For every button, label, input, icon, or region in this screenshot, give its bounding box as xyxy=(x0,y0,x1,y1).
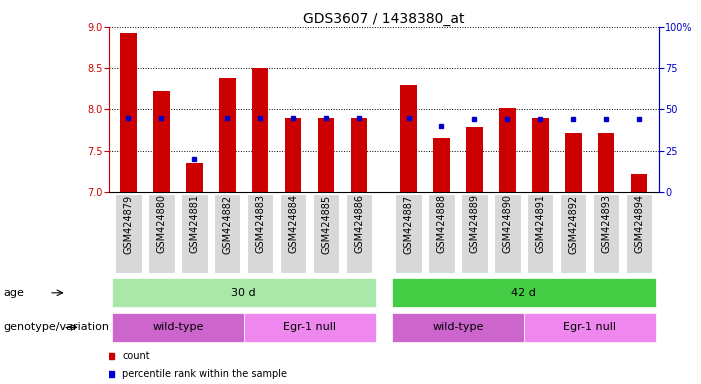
FancyBboxPatch shape xyxy=(247,194,273,273)
FancyBboxPatch shape xyxy=(313,194,339,273)
Bar xyxy=(318,118,334,192)
Bar xyxy=(466,127,483,192)
FancyBboxPatch shape xyxy=(181,194,207,273)
FancyBboxPatch shape xyxy=(280,194,306,273)
FancyBboxPatch shape xyxy=(494,194,521,273)
FancyBboxPatch shape xyxy=(560,194,587,273)
Bar xyxy=(532,118,549,192)
Bar xyxy=(631,174,648,192)
Text: GSM424893: GSM424893 xyxy=(601,194,611,253)
FancyBboxPatch shape xyxy=(148,194,175,273)
FancyBboxPatch shape xyxy=(244,313,376,342)
Text: 30 d: 30 d xyxy=(231,288,256,298)
Text: GSM424890: GSM424890 xyxy=(503,194,512,253)
Text: 42 d: 42 d xyxy=(512,288,536,298)
Text: GSM424894: GSM424894 xyxy=(634,194,644,253)
Text: percentile rank within the sample: percentile rank within the sample xyxy=(123,369,287,379)
Text: GSM424886: GSM424886 xyxy=(354,194,364,253)
Text: age: age xyxy=(4,288,25,298)
Bar xyxy=(285,118,301,192)
FancyBboxPatch shape xyxy=(428,194,455,273)
Text: genotype/variation: genotype/variation xyxy=(4,322,109,333)
FancyBboxPatch shape xyxy=(112,278,376,308)
Text: count: count xyxy=(123,351,150,361)
FancyBboxPatch shape xyxy=(392,278,655,308)
Text: GSM424879: GSM424879 xyxy=(123,194,133,253)
Text: GSM424891: GSM424891 xyxy=(536,194,545,253)
Text: GSM424885: GSM424885 xyxy=(321,194,331,253)
Bar xyxy=(252,68,268,192)
Bar xyxy=(598,132,615,192)
Bar xyxy=(565,132,582,192)
Text: Egr-1 null: Egr-1 null xyxy=(283,322,336,333)
Text: GSM424887: GSM424887 xyxy=(404,194,414,253)
Text: GSM424881: GSM424881 xyxy=(189,194,199,253)
Bar xyxy=(400,86,417,192)
Bar xyxy=(433,138,450,192)
FancyBboxPatch shape xyxy=(461,194,488,273)
FancyBboxPatch shape xyxy=(346,194,372,273)
Text: Egr-1 null: Egr-1 null xyxy=(563,322,616,333)
Bar xyxy=(499,108,516,192)
Text: GSM424888: GSM424888 xyxy=(437,194,447,253)
FancyBboxPatch shape xyxy=(395,194,422,273)
Bar xyxy=(186,163,203,192)
FancyBboxPatch shape xyxy=(392,313,524,342)
FancyBboxPatch shape xyxy=(527,194,554,273)
Text: GSM424889: GSM424889 xyxy=(470,194,479,253)
FancyBboxPatch shape xyxy=(115,194,142,273)
FancyBboxPatch shape xyxy=(524,313,655,342)
Bar xyxy=(219,78,236,192)
Bar xyxy=(350,118,367,192)
Text: GSM424880: GSM424880 xyxy=(156,194,166,253)
FancyBboxPatch shape xyxy=(626,194,653,273)
Text: GSM424884: GSM424884 xyxy=(288,194,298,253)
FancyBboxPatch shape xyxy=(112,313,244,342)
FancyBboxPatch shape xyxy=(214,194,240,273)
Bar xyxy=(153,91,170,192)
Title: GDS3607 / 1438380_at: GDS3607 / 1438380_at xyxy=(303,12,465,26)
Bar xyxy=(120,33,137,192)
Text: GSM424883: GSM424883 xyxy=(255,194,265,253)
FancyBboxPatch shape xyxy=(593,194,620,273)
Text: wild-type: wild-type xyxy=(433,322,484,333)
Text: wild-type: wild-type xyxy=(152,322,203,333)
Text: GSM424882: GSM424882 xyxy=(222,194,232,253)
Text: GSM424892: GSM424892 xyxy=(569,194,578,253)
